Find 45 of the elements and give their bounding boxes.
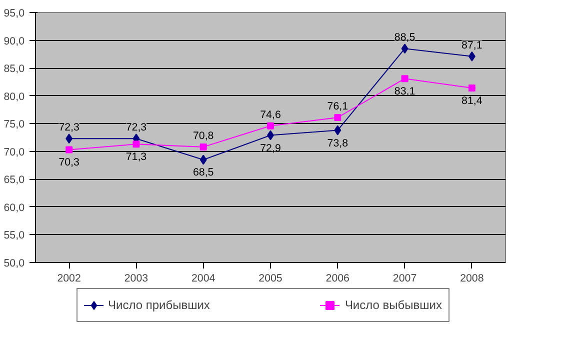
- point: [132, 140, 140, 148]
- y-tick-label: 75,0: [4, 118, 25, 131]
- y-tick-label: 65,0: [4, 174, 25, 186]
- point: [267, 122, 274, 130]
- data-label: 72,3: [58, 122, 80, 134]
- data-label: 71,3: [126, 151, 147, 164]
- y-tick-label: 60,0: [4, 202, 25, 214]
- y-tick-label: 85,0: [4, 63, 25, 76]
- data-label: 83,1: [394, 86, 416, 98]
- data-label: 70,8: [192, 130, 214, 142]
- data-label: 72,3: [126, 122, 147, 134]
- point: [200, 143, 207, 150]
- point: [200, 154, 207, 165]
- data-label: 68,5: [192, 166, 214, 179]
- x-tick-label: 2004: [192, 272, 216, 284]
- y-tick-label: 80,0: [4, 90, 25, 103]
- point: [468, 84, 476, 92]
- x-tick-label: 2002: [57, 272, 81, 284]
- data-label: 87,1: [462, 39, 482, 52]
- y-tick-label: 55,0: [4, 230, 25, 242]
- data-label: 72,9: [260, 142, 281, 154]
- data-label: 81,4: [462, 95, 482, 108]
- data-label: 70,3: [58, 156, 80, 169]
- point: [468, 51, 476, 62]
- x-tick-label: 2008: [460, 272, 484, 284]
- data-label: 73,8: [327, 137, 348, 150]
- y-tick-label: 50,0: [4, 258, 25, 270]
- point: [66, 146, 73, 154]
- point: [334, 114, 342, 121]
- data-label: 76,1: [327, 100, 348, 112]
- point: [401, 44, 408, 54]
- data-label: 88,5: [394, 32, 416, 44]
- legend-label: Число прибывших: [108, 298, 210, 312]
- x-tick-label: 2006: [326, 272, 350, 284]
- x-tick-label: 2005: [258, 272, 282, 284]
- y-tick-label: 70,0: [4, 146, 25, 158]
- y-tick-label: 90,0: [4, 35, 25, 48]
- y-tick-label: 95,0: [4, 8, 25, 20]
- legend-label: Число выбывших: [344, 298, 442, 312]
- point: [66, 134, 73, 144]
- point: [401, 75, 408, 82]
- x-tick-label: 2007: [392, 272, 417, 284]
- x-tick-label: 2003: [124, 272, 148, 284]
- data-label: 74,6: [260, 108, 281, 121]
- point: [334, 125, 342, 136]
